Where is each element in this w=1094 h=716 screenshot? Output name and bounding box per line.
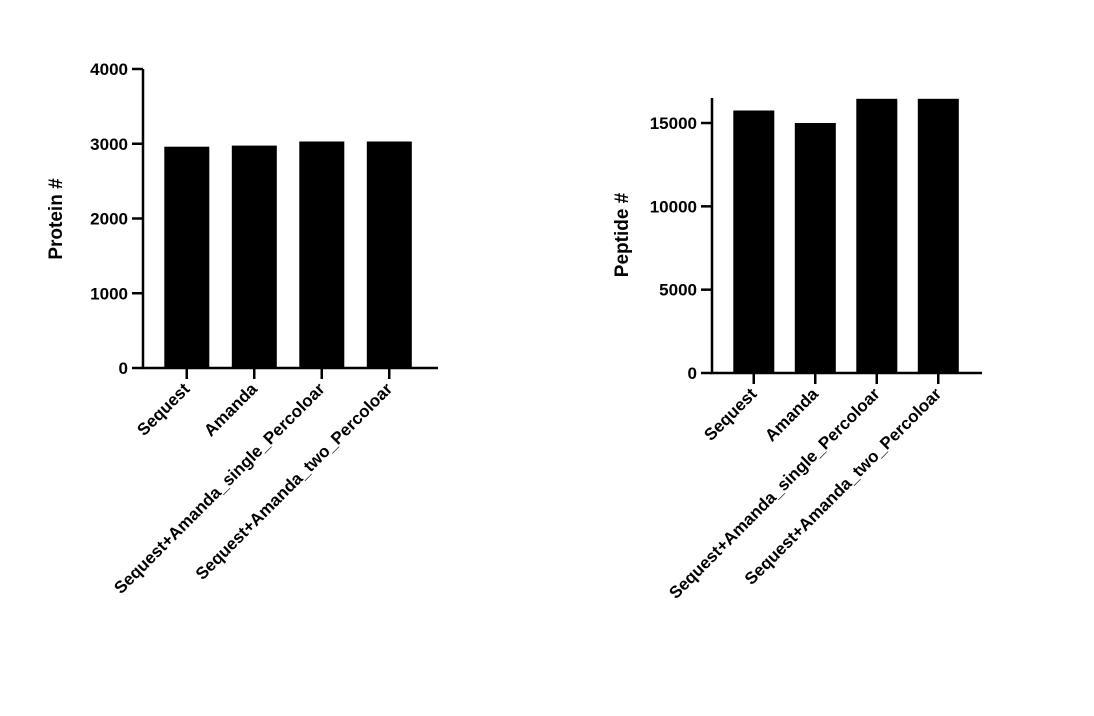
protein-y-tick-label: 1000 [90, 284, 128, 303]
peptide-bar [856, 98, 898, 374]
protein-y-tick-label: 2000 [90, 210, 128, 229]
peptide-chart: Peptide # 0 5000 10000 15000 Sequest AmandaSe… [612, 98, 982, 603]
peptide-y-tick-label: 10000 [650, 197, 697, 216]
protein-y-tick-label: 0 [119, 359, 128, 378]
peptide-bar [917, 98, 959, 374]
peptide-y-tick-label: 15000 [650, 114, 697, 133]
protein-bar [231, 145, 277, 368]
protein-y-tick-label: 3000 [90, 135, 128, 154]
peptide-y-tick-label: 5000 [659, 281, 697, 300]
protein-bar [164, 146, 210, 368]
protein-chart: Protein # 0 1000 2000 3000 4000 Sequest Amanda… [46, 60, 438, 598]
peptide-x-tick-label: Sequest+Amanda_single_Percoloar [665, 384, 883, 602]
protein-y-axis-title: Protein # [46, 178, 67, 260]
protein-x-tick-label: Amanda [200, 379, 261, 440]
peptide-y-axis-title: Peptide # [612, 192, 633, 277]
protein-bar [299, 141, 345, 368]
peptide-x-tick-label: Amanda [761, 384, 822, 445]
peptide-x-tick-label: Sequest [700, 384, 760, 444]
protein-y-tick-label: 4000 [90, 60, 128, 79]
peptide-y-tick-label: 0 [688, 364, 697, 383]
protein-bar [366, 141, 412, 368]
peptide-bar [733, 110, 775, 373]
protein-x-tick-label: Sequest [133, 379, 193, 439]
peptide-bar [794, 123, 836, 373]
